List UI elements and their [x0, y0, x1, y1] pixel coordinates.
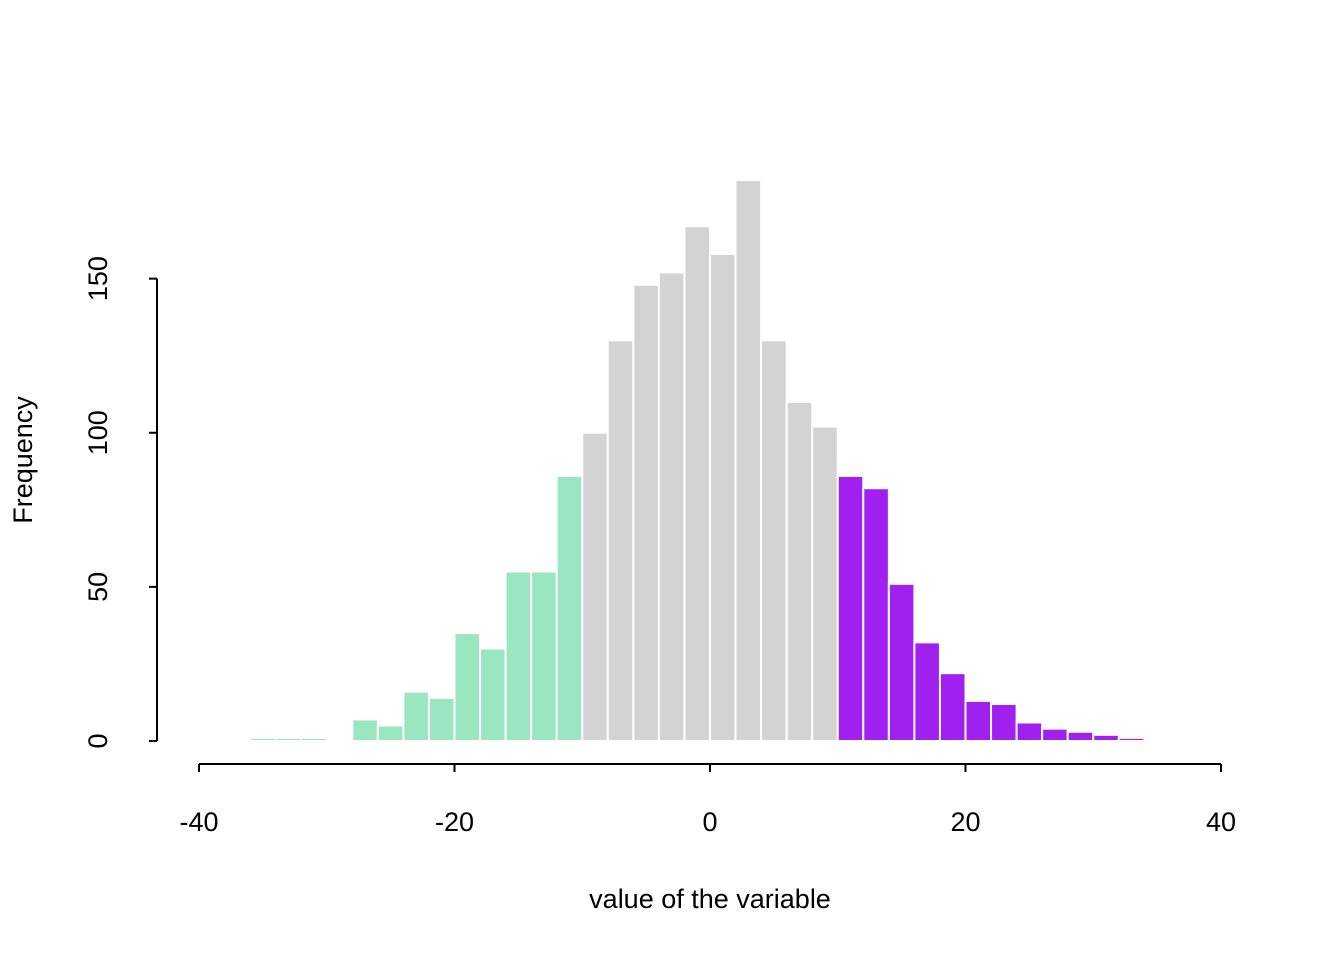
y-axis-label: Frequency: [8, 396, 38, 524]
bar: [274, 736, 303, 743]
x-tick-label: 40: [1206, 807, 1236, 837]
bar: [1041, 727, 1069, 743]
bar: [657, 271, 686, 742]
bar: [427, 696, 456, 742]
y-tick-label: 0: [83, 733, 113, 748]
bar: [1015, 721, 1044, 742]
bar: [862, 487, 890, 742]
x-axis-label: value of the variable: [589, 884, 831, 914]
bar: [504, 570, 533, 743]
bar: [606, 339, 635, 742]
bar: [760, 339, 788, 742]
bar: [990, 703, 1018, 742]
bar: [300, 736, 328, 743]
bar: [734, 179, 763, 742]
bar: [402, 690, 430, 743]
bar: [530, 570, 558, 743]
bar: [1092, 733, 1120, 742]
bar: [938, 672, 967, 743]
bar: [453, 632, 482, 742]
bar: [351, 718, 379, 743]
bar: [555, 474, 584, 742]
bar: [811, 425, 839, 742]
y-tick-label: 50: [83, 572, 113, 602]
bar: [913, 641, 941, 742]
bar: [581, 431, 609, 742]
bar: [709, 252, 737, 742]
bar: [964, 699, 993, 743]
bar: [836, 474, 865, 742]
bar: [683, 225, 712, 742]
x-tick-label: -40: [179, 807, 218, 837]
bar: [249, 736, 277, 743]
x-tick-label: 20: [950, 807, 980, 837]
bar: [632, 283, 660, 742]
bar: [1117, 736, 1146, 743]
bar: [1066, 730, 1095, 742]
y-tick-label: 100: [83, 410, 113, 455]
y-tick-label: 150: [83, 256, 113, 301]
bar: [479, 647, 507, 742]
bar: [376, 724, 405, 742]
x-tick-label: -20: [435, 807, 474, 837]
bar: [887, 582, 916, 742]
bar: [785, 400, 814, 742]
x-tick-label: 0: [702, 807, 717, 837]
